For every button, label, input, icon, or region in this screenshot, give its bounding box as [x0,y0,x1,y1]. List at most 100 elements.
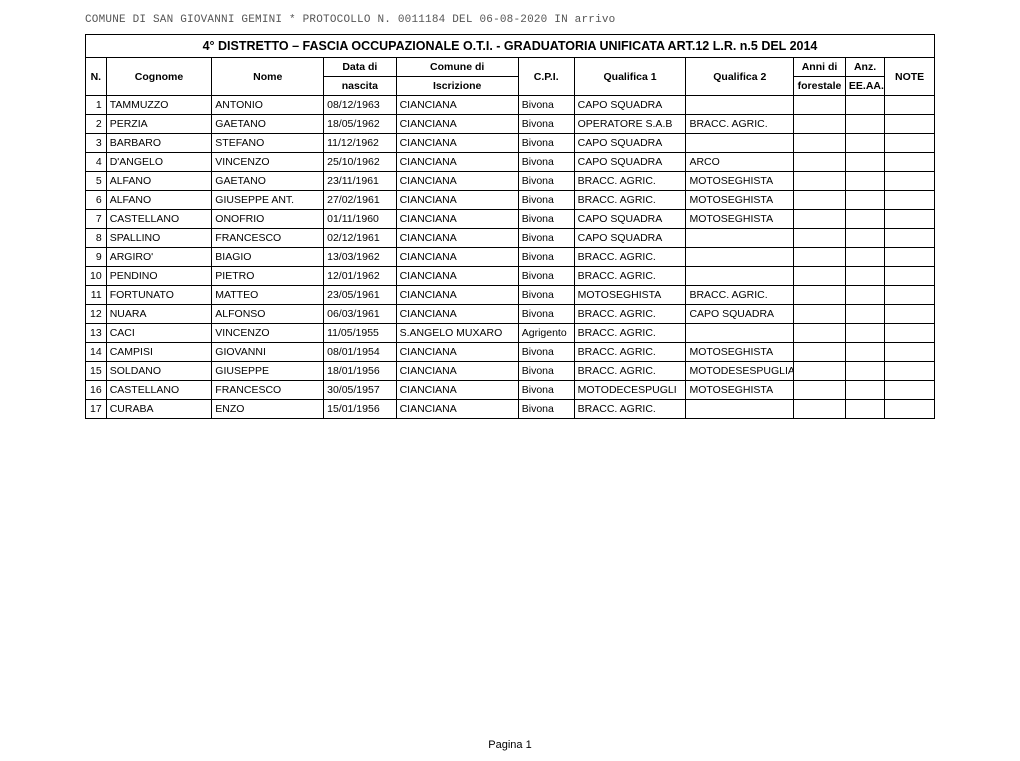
cell-q1: BRACC. AGRIC. [574,305,686,324]
cell-comune: CIANCIANA [396,172,518,191]
cell-cpi: Bivona [518,172,574,191]
cell-comune: CIANCIANA [396,210,518,229]
cell-anni [794,153,846,172]
cell-nome: STEFANO [212,134,324,153]
cell-anni [794,134,846,153]
cell-anz [845,210,884,229]
cell-n: 5 [86,172,107,191]
graduatoria-table: 4° DISTRETTO – FASCIA OCCUPAZIONALE O.T.… [85,34,935,419]
cell-cpi: Bivona [518,286,574,305]
cell-note [885,191,935,210]
cell-cpi: Bivona [518,115,574,134]
cell-data: 06/03/1961 [324,305,396,324]
cell-anz [845,153,884,172]
cell-nome: GAETANO [212,172,324,191]
cell-data: 27/02/1961 [324,191,396,210]
table-row: 5ALFANOGAETANO23/11/1961CIANCIANABivonaB… [86,172,935,191]
table-row: 14CAMPISIGIOVANNI08/01/1954CIANCIANABivo… [86,343,935,362]
cell-note [885,343,935,362]
cell-q2: ARCO [686,153,794,172]
cell-n: 8 [86,229,107,248]
cell-anz [845,305,884,324]
cell-cognome: ALFANO [106,172,212,191]
cell-data: 23/05/1961 [324,286,396,305]
cell-q1: BRACC. AGRIC. [574,324,686,343]
cell-cpi: Bivona [518,153,574,172]
cell-q1: BRACC. AGRIC. [574,362,686,381]
col-cpi: C.P.I. [518,58,574,96]
cell-nome: FRANCESCO [212,229,324,248]
protocol-header: COMUNE DI SAN GIOVANNI GEMINI * PROTOCOL… [85,14,935,26]
cell-note [885,248,935,267]
cell-anz [845,191,884,210]
cell-n: 4 [86,153,107,172]
cell-cpi: Bivona [518,191,574,210]
cell-cpi: Bivona [518,267,574,286]
cell-comune: CIANCIANA [396,267,518,286]
cell-nome: BIAGIO [212,248,324,267]
col-cognome: Cognome [106,58,212,96]
cell-q1: BRACC. AGRIC. [574,400,686,419]
cell-cognome: PERZIA [106,115,212,134]
cell-q1: BRACC. AGRIC. [574,191,686,210]
table-row: 16CASTELLANOFRANCESCO30/05/1957CIANCIANA… [86,381,935,400]
cell-anni [794,229,846,248]
col-nome: Nome [212,58,324,96]
cell-cognome: BARBARO [106,134,212,153]
cell-note [885,362,935,381]
cell-nome: FRANCESCO [212,381,324,400]
cell-anz [845,362,884,381]
cell-q1: BRACC. AGRIC. [574,172,686,191]
cell-q1: OPERATORE S.A.B [574,115,686,134]
cell-note [885,172,935,191]
cell-anni [794,96,846,115]
cell-cognome: CACI [106,324,212,343]
col-q1: Qualifica 1 [574,58,686,96]
cell-comune: CIANCIANA [396,191,518,210]
cell-q2 [686,248,794,267]
cell-q2 [686,267,794,286]
cell-anni [794,400,846,419]
cell-q2 [686,134,794,153]
cell-note [885,115,935,134]
table-row: 8SPALLINOFRANCESCO02/12/1961CIANCIANABiv… [86,229,935,248]
cell-anni [794,362,846,381]
cell-cognome: CURABA [106,400,212,419]
cell-n: 17 [86,400,107,419]
cell-note [885,153,935,172]
cell-anni [794,191,846,210]
title-row: 4° DISTRETTO – FASCIA OCCUPAZIONALE O.T.… [86,35,935,58]
cell-data: 08/01/1954 [324,343,396,362]
cell-comune: CIANCIANA [396,305,518,324]
cell-note [885,96,935,115]
cell-cognome: PENDINO [106,267,212,286]
table-row: 13CACIVINCENZO11/05/1955S.ANGELO MUXAROA… [86,324,935,343]
table-row: 11FORTUNATOMATTEO23/05/1961CIANCIANABivo… [86,286,935,305]
cell-cognome: FORTUNATO [106,286,212,305]
table-title: 4° DISTRETTO – FASCIA OCCUPAZIONALE O.T.… [86,35,935,58]
cell-cognome: CASTELLANO [106,381,212,400]
cell-q1: BRACC. AGRIC. [574,343,686,362]
table-row: 15SOLDANOGIUSEPPE18/01/1956CIANCIANABivo… [86,362,935,381]
cell-comune: CIANCIANA [396,381,518,400]
cell-nome: GAETANO [212,115,324,134]
cell-anz [845,115,884,134]
cell-cpi: Bivona [518,210,574,229]
cell-q2: CAPO SQUADRA [686,305,794,324]
cell-cpi: Bivona [518,381,574,400]
cell-data: 11/12/1962 [324,134,396,153]
cell-anni [794,115,846,134]
cell-anz [845,229,884,248]
cell-comune: CIANCIANA [396,343,518,362]
cell-n: 11 [86,286,107,305]
cell-data: 30/05/1957 [324,381,396,400]
cell-cpi: Bivona [518,343,574,362]
cell-q1: CAPO SQUADRA [574,153,686,172]
cell-q2: MOTOSEGHISTA [686,381,794,400]
col-anni-top: Anni di [794,58,846,77]
cell-q1: CAPO SQUADRA [574,134,686,153]
table-row: 10PENDINOPIETRO12/01/1962CIANCIANABivona… [86,267,935,286]
cell-cognome: SPALLINO [106,229,212,248]
cell-note [885,229,935,248]
cell-cpi: Agrigento [518,324,574,343]
